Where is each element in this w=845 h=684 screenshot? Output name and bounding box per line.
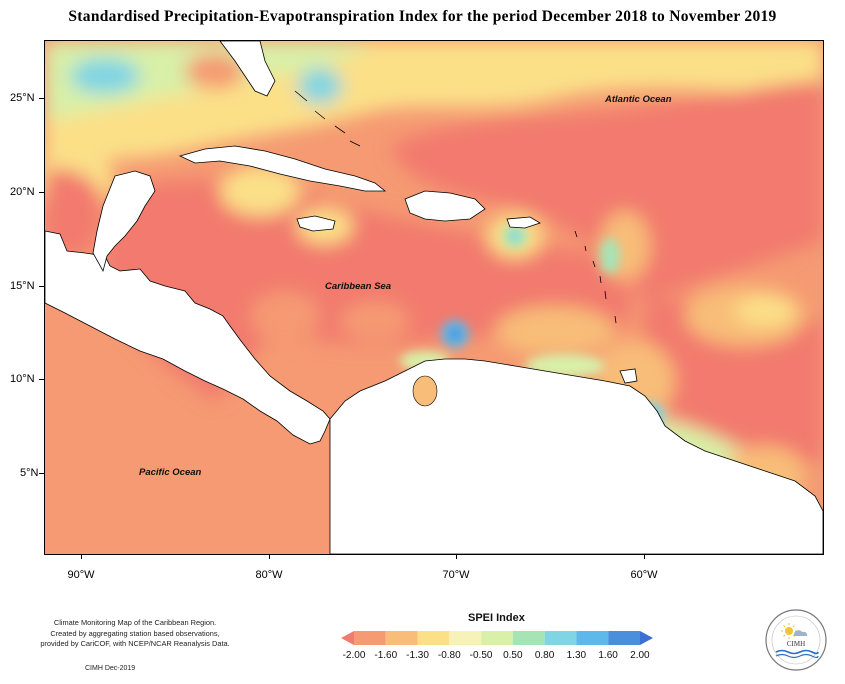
- lat-label-15: 15°N: [10, 280, 35, 292]
- legend-color-cell: [512, 631, 545, 645]
- legend-color-cell: [385, 631, 418, 645]
- lake-maracaibo: [412, 375, 438, 407]
- lon-tick: [81, 554, 82, 559]
- credits: Climate Monitoring Map of the Caribbean …: [20, 618, 250, 650]
- legend-color-cell: [341, 631, 354, 645]
- lon-label-80: 80°W: [255, 569, 283, 581]
- lon-tick: [456, 554, 457, 559]
- pacific-ocean-label: Pacific Ocean: [139, 467, 202, 478]
- legend-tick-label: -1.60: [374, 650, 398, 661]
- yucatan: [92, 170, 156, 273]
- jamaica: [296, 215, 336, 232]
- legend-tick-label: -2.00: [342, 650, 366, 661]
- map-title: Standardised Precipitation-Evapotranspir…: [68, 8, 777, 25]
- hispaniola: [404, 190, 486, 222]
- credits-line-3: provided by CariCOF, with NCEP/NCAR Rean…: [40, 639, 230, 648]
- lat-label-5: 5°N: [20, 467, 39, 479]
- lon-tick: [644, 554, 645, 559]
- lon-label-60: 60°W: [630, 569, 658, 581]
- florida: [219, 41, 276, 97]
- lat-tick: [39, 379, 44, 380]
- lat-tick: [39, 192, 44, 193]
- lat-label-10: 10°N: [10, 373, 35, 385]
- legend-title: SPEI Index: [468, 612, 525, 624]
- lat-tick: [39, 98, 44, 99]
- spei-field: [45, 41, 823, 554]
- credits-line-2: Created by aggregating station based obs…: [50, 628, 220, 638]
- legend-tick-label: 1.30: [566, 650, 587, 661]
- legend-tick-label: 0.80: [534, 650, 555, 661]
- legend-color-cell: [417, 631, 450, 645]
- trinidad: [619, 368, 638, 384]
- legend-labels: -2.00 -1.60 -1.30 -0.80 -0.50 0.50 0.80 1.30 1.6…: [338, 650, 656, 661]
- lat-tick: [39, 286, 44, 287]
- legend-tick-label: 1.60: [598, 650, 618, 661]
- legend-color-cell: [544, 631, 577, 645]
- cuba: [178, 145, 387, 192]
- legend-color-cell: [608, 631, 640, 645]
- legend-color-cell: [354, 631, 386, 645]
- legend-tick-label: -0.50: [469, 650, 493, 661]
- small-islands: [294, 90, 617, 324]
- cimh-logo: CIMH: [765, 609, 827, 671]
- legend-tick-label: 2.00: [630, 650, 650, 661]
- legend-color-cell: [481, 631, 513, 645]
- caribbean-sea-label: Caribbean Sea: [325, 281, 391, 292]
- lat-label-25: 25°N: [10, 92, 35, 104]
- spei-map-canvas: [45, 41, 823, 554]
- land: [45, 41, 823, 554]
- legend-color-cell: [640, 631, 653, 645]
- legend-colorbar: [341, 631, 653, 645]
- legend-tick-label: 0.50: [503, 650, 523, 661]
- lon-label-70: 70°W: [442, 569, 470, 581]
- legend-tick-label: -0.80: [437, 650, 461, 661]
- credits-line-1: Climate Monitoring Map of the Caribbean …: [53, 618, 217, 627]
- lat-tick: [39, 473, 44, 474]
- legend-color-cell: [449, 631, 482, 645]
- legend-color-cell: [576, 631, 609, 645]
- south-america: [329, 358, 823, 554]
- lat-label-20: 20°N: [10, 186, 35, 198]
- central-america: [45, 230, 331, 445]
- credits-stamp: CIMH Dec-2019: [85, 665, 136, 672]
- spei-map: [44, 40, 824, 555]
- atlantic-ocean-label: Atlantic Ocean: [605, 94, 672, 105]
- legend-tick-label: -1.30: [406, 650, 429, 661]
- lon-label-90: 90°W: [67, 569, 95, 581]
- logo-text: CIMH: [787, 640, 805, 648]
- lon-tick: [269, 554, 270, 559]
- puerto-rico: [506, 216, 541, 229]
